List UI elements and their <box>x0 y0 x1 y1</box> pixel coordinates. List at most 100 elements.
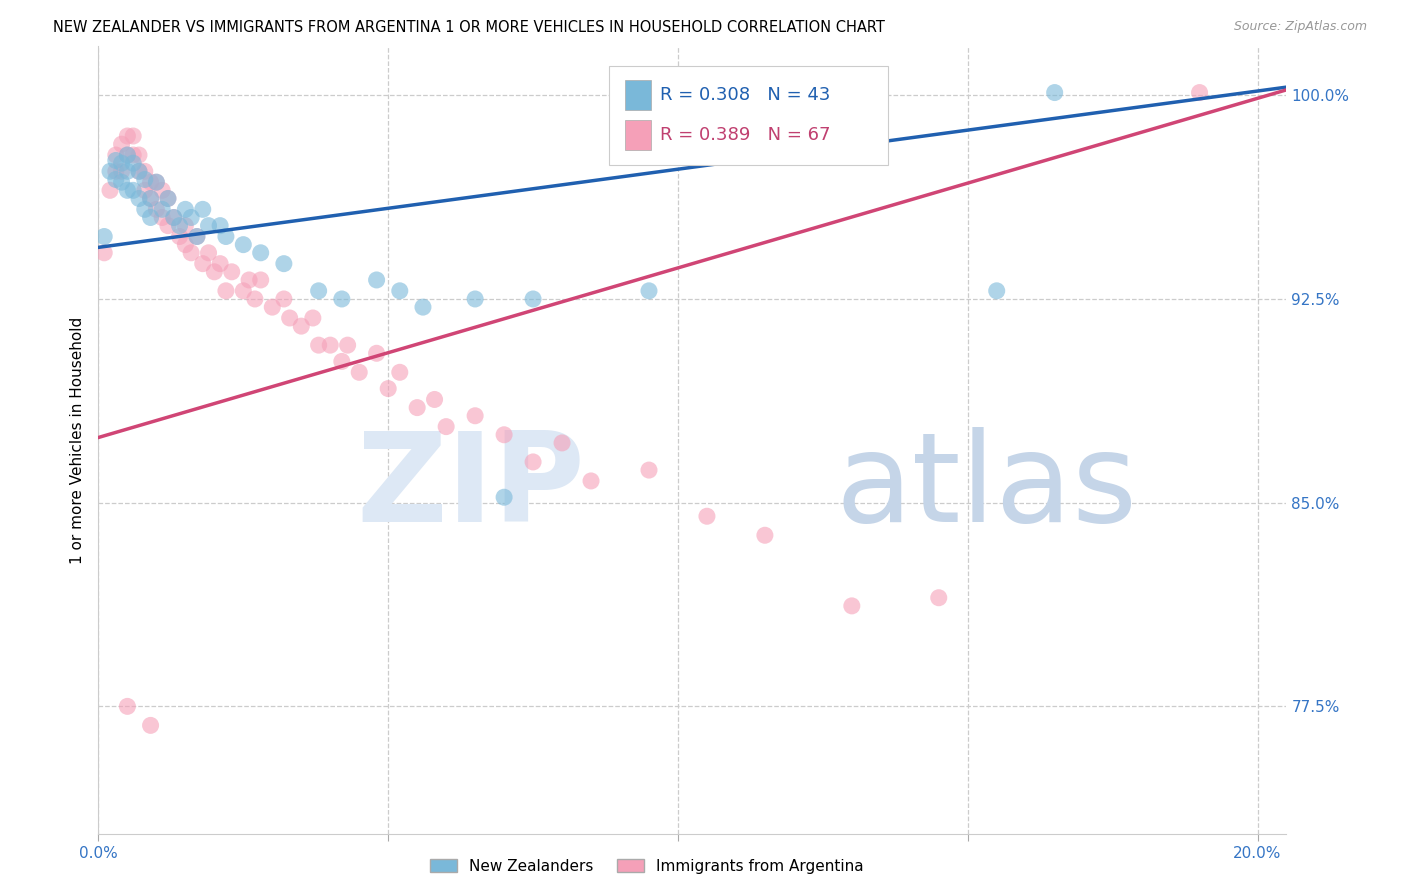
Point <box>93 245 115 260</box>
Point <box>232 237 254 252</box>
Point <box>290 319 312 334</box>
Point <box>197 245 219 260</box>
Point <box>139 192 162 206</box>
Point <box>388 284 411 298</box>
Point <box>494 427 516 442</box>
Point <box>928 591 950 605</box>
Point <box>145 175 167 189</box>
Point <box>110 137 132 152</box>
Point <box>551 436 574 450</box>
Point <box>169 219 191 233</box>
Text: ZIP: ZIP <box>357 427 585 548</box>
Point <box>412 300 434 314</box>
Y-axis label: 1 or more Vehicles in Household: 1 or more Vehicles in Household <box>69 317 84 564</box>
Point <box>104 164 127 178</box>
Point <box>209 257 232 271</box>
Point <box>150 202 173 217</box>
Point <box>209 219 232 233</box>
Text: R = 0.389   N = 67: R = 0.389 N = 67 <box>661 126 831 144</box>
Point <box>122 156 145 170</box>
Point <box>150 211 173 225</box>
Point <box>174 219 197 233</box>
Point <box>128 192 150 206</box>
Point <box>180 245 202 260</box>
Point <box>464 292 486 306</box>
Point <box>191 257 214 271</box>
Point <box>841 599 863 613</box>
Point <box>156 192 179 206</box>
Point <box>243 292 266 306</box>
Point <box>638 463 661 477</box>
Point <box>180 211 202 225</box>
Point <box>104 172 127 186</box>
Point <box>186 229 208 244</box>
Point <box>638 284 661 298</box>
Point <box>330 292 353 306</box>
Legend: New Zealanders, Immigrants from Argentina: New Zealanders, Immigrants from Argentin… <box>423 853 870 880</box>
FancyBboxPatch shape <box>609 66 889 164</box>
Point <box>163 211 186 225</box>
Bar <box>624 120 651 150</box>
Point <box>377 382 399 396</box>
Point <box>117 128 139 143</box>
Point <box>134 172 156 186</box>
Point <box>117 148 139 162</box>
Point <box>104 148 127 162</box>
Point <box>464 409 486 423</box>
Point <box>249 245 271 260</box>
Point <box>278 310 301 325</box>
Point <box>579 474 602 488</box>
Point <box>110 164 132 178</box>
Point <box>302 310 325 325</box>
Point <box>522 292 544 306</box>
Point <box>308 338 330 352</box>
Point <box>336 338 359 352</box>
Text: atlas: atlas <box>835 427 1137 548</box>
Point <box>156 192 179 206</box>
Point <box>139 211 162 225</box>
Point <box>134 183 156 197</box>
Text: R = 0.308   N = 43: R = 0.308 N = 43 <box>661 87 831 104</box>
Point <box>249 273 271 287</box>
Point <box>139 175 162 189</box>
Point <box>494 490 516 504</box>
Point <box>122 148 145 162</box>
Point <box>434 419 457 434</box>
Point <box>423 392 446 407</box>
Point <box>163 211 186 225</box>
Bar <box>624 80 651 111</box>
Point <box>122 128 145 143</box>
Point <box>366 273 388 287</box>
Point <box>150 183 173 197</box>
Point <box>215 229 238 244</box>
Point <box>986 284 1008 298</box>
Point <box>174 202 197 217</box>
Point <box>1043 86 1066 100</box>
Point <box>186 229 208 244</box>
Point <box>117 699 139 714</box>
Point <box>122 183 145 197</box>
Point <box>139 718 162 732</box>
Point <box>366 346 388 360</box>
Point <box>202 265 225 279</box>
Point <box>104 153 127 168</box>
Point <box>406 401 429 415</box>
Point <box>319 338 342 352</box>
Point <box>128 164 150 178</box>
Point <box>169 229 191 244</box>
Point <box>191 202 214 217</box>
Point <box>156 219 179 233</box>
Point <box>145 202 167 217</box>
Text: NEW ZEALANDER VS IMMIGRANTS FROM ARGENTINA 1 OR MORE VEHICLES IN HOUSEHOLD CORRE: NEW ZEALANDER VS IMMIGRANTS FROM ARGENTI… <box>53 20 886 35</box>
Point <box>139 192 162 206</box>
Point <box>1188 86 1211 100</box>
Point <box>110 175 132 189</box>
Point <box>110 156 132 170</box>
Point <box>238 273 260 287</box>
Point <box>134 202 156 217</box>
Point <box>221 265 243 279</box>
Point <box>117 148 139 162</box>
Point <box>98 164 121 178</box>
Point <box>696 509 718 524</box>
Point <box>117 164 139 178</box>
